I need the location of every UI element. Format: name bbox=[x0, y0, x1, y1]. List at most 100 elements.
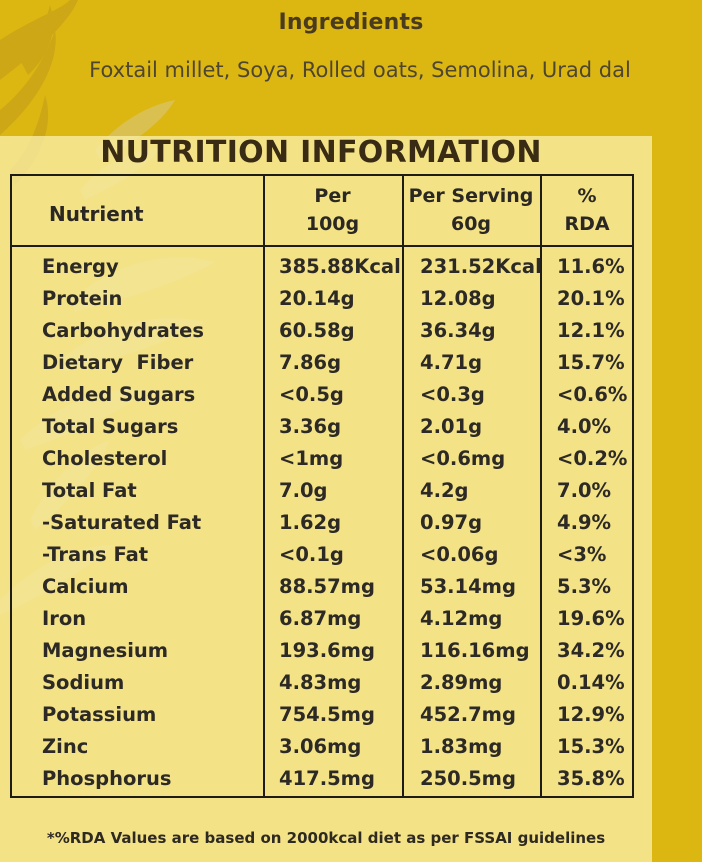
nutrient-name: Total Sugars bbox=[42, 415, 179, 438]
rda-footnote: *%RDA Values are based on 2000kcal diet … bbox=[46, 829, 606, 847]
nutrient-name: Iron bbox=[42, 607, 87, 630]
header-per-100g-line2: 100g bbox=[305, 213, 360, 235]
nutrient-name: Energy bbox=[42, 255, 119, 278]
per-100g-value: 1.62g bbox=[279, 511, 342, 534]
per-100g-value: 385.88Kcal bbox=[279, 255, 401, 278]
per-100g-value: 7.0g bbox=[279, 479, 328, 502]
rda-value: 5.3% bbox=[557, 575, 612, 598]
nutrient-name: Phosphorus bbox=[42, 767, 172, 790]
table-row: Energy 385.88Kcal 231.52Kcal 11.6% bbox=[12, 255, 632, 287]
per-100g-value: 4.83mg bbox=[279, 671, 362, 694]
per-100g-value: 193.6mg bbox=[279, 639, 375, 662]
per-100g-value: 60.58g bbox=[279, 319, 355, 342]
rda-value: <0.6% bbox=[557, 383, 628, 406]
rda-value: 4.0% bbox=[557, 415, 612, 438]
per-serving-value: 36.34g bbox=[420, 319, 496, 342]
nutrient-name: Zinc bbox=[42, 735, 89, 758]
nutrient-name: -Trans Fat bbox=[42, 543, 149, 566]
table-row: Total Fat 7.0g 4.2g 7.0% bbox=[12, 479, 632, 511]
per-100g-value: 6.87mg bbox=[279, 607, 362, 630]
per-serving-value: 0.97g bbox=[420, 511, 483, 534]
per-100g-value: <0.1g bbox=[279, 543, 344, 566]
per-serving-value: 452.7mg bbox=[420, 703, 516, 726]
rda-value: 0.14% bbox=[557, 671, 625, 694]
table-row: Added Sugars <0.5g <0.3g <0.6% bbox=[12, 383, 632, 415]
header-rda-line2: RDA bbox=[564, 213, 610, 235]
nutrient-name: Cholesterol bbox=[42, 447, 168, 470]
rda-value: 7.0% bbox=[557, 479, 612, 502]
rda-value: 35.8% bbox=[557, 767, 625, 790]
nutrient-name: Calcium bbox=[42, 575, 129, 598]
ingredients-list: Foxtail millet, Soya, Rolled oats, Semol… bbox=[89, 58, 631, 82]
per-100g-value: <1mg bbox=[279, 447, 344, 470]
header-rda-line1: % bbox=[577, 185, 597, 207]
table-row: Phosphorus 417.5mg 250.5mg 35.8% bbox=[12, 767, 632, 799]
per-100g-value: <0.5g bbox=[279, 383, 344, 406]
rda-value: 20.1% bbox=[557, 287, 625, 310]
table-row: Potassium 754.5mg 452.7mg 12.9% bbox=[12, 703, 632, 735]
per-100g-value: 3.06mg bbox=[279, 735, 362, 758]
per-serving-value: 2.89mg bbox=[420, 671, 503, 694]
column-divider bbox=[540, 176, 542, 796]
rda-value: 15.7% bbox=[557, 351, 625, 374]
per-serving-value: 53.14mg bbox=[420, 575, 516, 598]
rda-value: 19.6% bbox=[557, 607, 625, 630]
header-rda: % RDA bbox=[540, 176, 634, 244]
per-serving-value: <0.6mg bbox=[420, 447, 506, 470]
per-100g-value: 20.14g bbox=[279, 287, 355, 310]
table-row: Dietary Fiber 7.86g 4.71g 15.7% bbox=[12, 351, 632, 383]
per-100g-value: 754.5mg bbox=[279, 703, 375, 726]
table-row: -Saturated Fat 1.62g 0.97g 4.9% bbox=[12, 511, 632, 543]
nutrient-name: Potassium bbox=[42, 703, 157, 726]
column-divider bbox=[402, 176, 404, 796]
per-100g-value: 7.86g bbox=[279, 351, 342, 374]
per-serving-value: 4.2g bbox=[420, 479, 469, 502]
header-per-serving-line1: Per Serving bbox=[408, 185, 534, 207]
table-row: Calcium 88.57mg 53.14mg 5.3% bbox=[12, 575, 632, 607]
table-row: Magnesium 193.6mg 116.16mg 34.2% bbox=[12, 639, 632, 671]
table-row: Protein 20.14g 12.08g 20.1% bbox=[12, 287, 632, 319]
nutrient-name: Protein bbox=[42, 287, 123, 310]
per-serving-value: 116.16mg bbox=[420, 639, 530, 662]
per-serving-value: 4.71g bbox=[420, 351, 483, 374]
table-row: Iron 6.87mg 4.12mg 19.6% bbox=[12, 607, 632, 639]
per-serving-value: <0.3g bbox=[420, 383, 485, 406]
per-serving-value: 1.83mg bbox=[420, 735, 503, 758]
table-row: Total Sugars 3.36g 2.01g 4.0% bbox=[12, 415, 632, 447]
per-serving-value: 231.52Kcal bbox=[420, 255, 542, 278]
per-serving-value: 250.5mg bbox=[420, 767, 516, 790]
nutrient-name: Added Sugars bbox=[42, 383, 196, 406]
column-divider bbox=[263, 176, 265, 796]
table-row: Sodium 4.83mg 2.89mg 0.14% bbox=[12, 671, 632, 703]
nutrient-name: Magnesium bbox=[42, 639, 169, 662]
nutrient-name: Total Fat bbox=[42, 479, 137, 502]
per-100g-value: 88.57mg bbox=[279, 575, 375, 598]
rda-value: 12.9% bbox=[557, 703, 625, 726]
nutrient-name: Carbohydrates bbox=[42, 319, 204, 342]
header-per-serving: Per Serving 60g bbox=[402, 176, 540, 244]
table-row: Cholesterol <1mg <0.6mg <0.2% bbox=[12, 447, 632, 479]
rda-value: 11.6% bbox=[557, 255, 625, 278]
rda-value: 12.1% bbox=[557, 319, 625, 342]
per-100g-value: 3.36g bbox=[279, 415, 342, 438]
nutrition-title: NUTRITION INFORMATION bbox=[100, 135, 542, 170]
table-row: -Trans Fat <0.1g <0.06g <3% bbox=[12, 543, 632, 575]
rda-value: 15.3% bbox=[557, 735, 625, 758]
header-divider bbox=[12, 245, 632, 247]
header-nutrient-label: Nutrient bbox=[49, 202, 144, 226]
rda-value: <0.2% bbox=[557, 447, 628, 470]
nutrition-table: Nutrient Per 100g Per Serving 60g % RDA … bbox=[10, 174, 634, 798]
rda-value: 4.9% bbox=[557, 511, 612, 534]
nutrient-name: Sodium bbox=[42, 671, 125, 694]
ingredients-title: Ingredients bbox=[278, 10, 424, 35]
per-100g-value: 417.5mg bbox=[279, 767, 375, 790]
nutrition-panel bbox=[0, 136, 652, 862]
table-row: Carbohydrates 60.58g 36.34g 12.1% bbox=[12, 319, 632, 351]
header-per-100g: Per 100g bbox=[263, 176, 402, 244]
per-serving-value: <0.06g bbox=[420, 543, 499, 566]
table-row: Zinc 3.06mg 1.83mg 15.3% bbox=[12, 735, 632, 767]
nutrient-name: Dietary Fiber bbox=[42, 351, 194, 374]
header-nutrient: Nutrient bbox=[12, 180, 300, 248]
per-serving-value: 4.12mg bbox=[420, 607, 503, 630]
per-serving-value: 12.08g bbox=[420, 287, 496, 310]
